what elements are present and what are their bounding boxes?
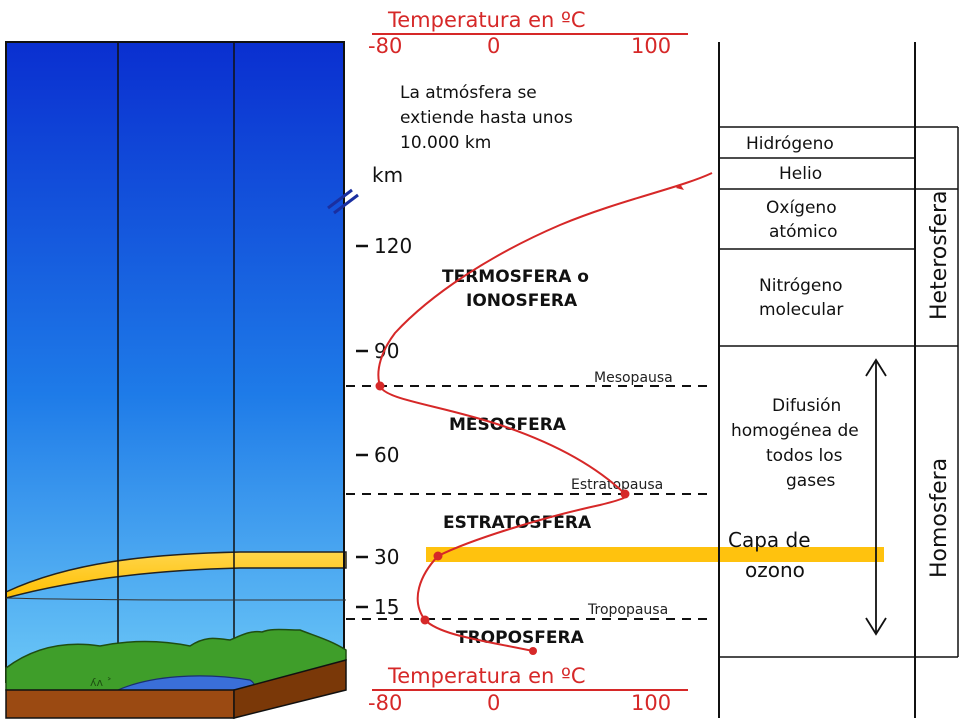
oxigeno-cell-1: Oxígeno xyxy=(766,198,837,218)
svg-text:ʎʌ ˃: ʎʌ ˃ xyxy=(90,676,112,689)
nitrogeno-cell-2: molecular xyxy=(759,300,843,320)
altitude-tick-90: 90 xyxy=(374,339,399,363)
ozone-label-2: ozono xyxy=(745,558,805,582)
difusion-cell-1: Difusión xyxy=(772,396,841,416)
tropopausa-point xyxy=(420,615,430,625)
estratopausa-point xyxy=(620,489,630,499)
ozone-band-column xyxy=(5,551,347,599)
ozone-label: Capa de ozono xyxy=(728,528,811,582)
temperature-label-bottom: Temperatura en ºC xyxy=(387,664,586,688)
estratosfera-label: ESTRATOSFERA xyxy=(443,513,592,533)
atmosphere-column: ʎʌ ˃ xyxy=(5,41,347,719)
temperature-axis-top: Temperatura en ºC -80 0 100 xyxy=(368,8,688,58)
difusion-cell-3: todos los xyxy=(766,446,843,466)
altitude-tick-120: 120 xyxy=(374,234,412,258)
ozone-band xyxy=(426,547,884,562)
intro-line-3: 10.000 km xyxy=(400,133,491,153)
layer-labels: TERMOSFERA o IONOSFERA MESOSFERA ESTRATO… xyxy=(442,267,592,648)
helio-cell: Helio xyxy=(779,164,822,184)
temp-tick-top-100: 100 xyxy=(631,34,671,58)
temp-tick-bottom-0: 0 xyxy=(487,691,500,715)
mesosfera-label: MESOSFERA xyxy=(449,415,567,435)
termosfera-label-1: TERMOSFERA o xyxy=(442,267,589,287)
termosfera-label-2: IONOSFERA xyxy=(466,291,578,311)
ozone-point xyxy=(433,551,443,561)
soil-front xyxy=(5,689,235,719)
heterosfera-label: Heterosfera xyxy=(927,190,952,320)
temperature-axis-bottom: Temperatura en ºC -80 0 100 xyxy=(368,664,688,715)
homosfera-label: Homosfera xyxy=(927,458,952,578)
altitude-tick-30: 30 xyxy=(374,545,399,569)
surface-point xyxy=(529,647,537,655)
ozone-label-1: Capa de xyxy=(728,528,811,552)
tropopausa-label: Tropopausa xyxy=(587,602,668,618)
intro-line-1: La atmósfera se xyxy=(400,83,537,103)
pause-lines: Mesopausa Estratopausa Tropopausa xyxy=(346,370,712,620)
mesopausa-label: Mesopausa xyxy=(594,370,673,386)
difusion-cell-4: gases xyxy=(786,471,836,491)
intro-line-2: extiende hasta unos xyxy=(400,108,573,128)
temp-tick-top-0: 0 xyxy=(487,34,500,58)
altitude-axis: km 120 90 60 30 15 xyxy=(327,163,412,619)
temperature-profile xyxy=(375,172,713,655)
composition-table: Hidrógeno Helio Oxígeno atómico Nitrógen… xyxy=(718,42,959,718)
temp-tick-bottom-100: 100 xyxy=(631,691,671,715)
nitrogeno-cell-1: Nitrógeno xyxy=(759,276,843,296)
troposfera-label: TROPOSFERA xyxy=(456,628,585,648)
altitude-unit: km xyxy=(372,163,403,187)
temperature-label-top: Temperatura en ºC xyxy=(387,8,586,32)
temp-tick-top-neg80: -80 xyxy=(368,34,402,58)
temp-tick-bottom-neg80: -80 xyxy=(368,691,402,715)
hidrogeno-cell: Hidrógeno xyxy=(746,134,834,154)
temperature-curve xyxy=(377,172,713,652)
oxigeno-cell-2: atómico xyxy=(769,222,838,242)
soil-side xyxy=(233,659,347,719)
difusion-cell-2: homogénea de xyxy=(731,421,859,441)
mesopausa-point xyxy=(375,381,385,391)
intro-text: La atmósfera se extiende hasta unos 10.0… xyxy=(400,83,573,153)
estratopausa-label: Estratopausa xyxy=(571,477,663,493)
altitude-tick-15: 15 xyxy=(374,595,399,619)
altitude-tick-60: 60 xyxy=(374,443,399,467)
